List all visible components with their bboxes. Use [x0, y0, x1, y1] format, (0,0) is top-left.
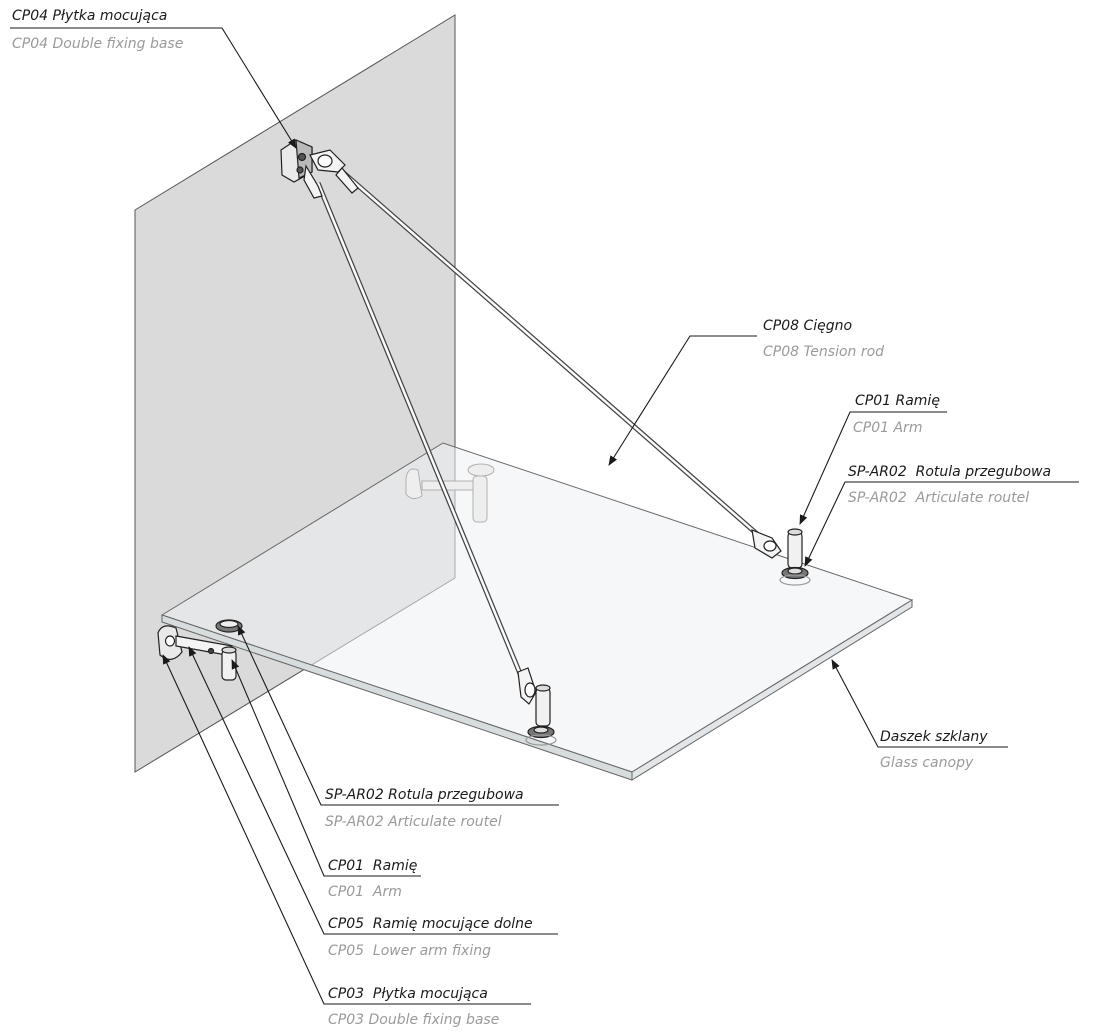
right-end-fitting [751, 528, 811, 586]
lower-left-fixing [157, 619, 243, 681]
label-cp04: CP04 Płytka mocująca [12, 8, 168, 24]
label-cp04-en: CP04 Double fixing base [12, 36, 184, 52]
top-fixing-base [280, 139, 359, 199]
label-spar02-left-en: SP-AR02 Articulate routel [325, 814, 502, 830]
middle-end-fitting [517, 667, 557, 746]
label-spar02-right-en: SP-AR02 Articulate routel [848, 490, 1030, 506]
glass-canopy [160, 442, 914, 781]
label-cp08-en: CP08 Tension rod [763, 344, 885, 360]
leader-cp01-left [231, 659, 421, 877]
leader-cp04 [10, 27, 297, 149]
rear-fixing-ghost [405, 463, 495, 523]
label-cp08: CP08 Cięgno [763, 318, 853, 334]
label-cp05-en: CP05 Lower arm fixing [328, 943, 491, 959]
tension-rods [315, 166, 774, 694]
label-spar02-right: SP-AR02 Rotula przegubowa [848, 464, 1052, 480]
label-cp05: CP05 Ramię mocujące dolne [328, 916, 533, 932]
label-cp03-en: CP03 Double fixing base [328, 1012, 500, 1028]
label-cp01-left-en: CP01 Arm [328, 884, 402, 900]
leader-spar02-right [804, 481, 1079, 567]
label-canopy: Daszek szklany [880, 729, 988, 745]
label-cp03: CP03 Płytka mocująca [328, 986, 488, 1002]
label-canopy-en: Glass canopy [880, 755, 974, 771]
leader-canopy [831, 659, 1008, 748]
label-cp01-left: CP01 Ramię [328, 858, 418, 874]
leader-spar02-left [237, 625, 559, 806]
leader-cp08 [608, 335, 757, 466]
label-cp01-right: CP01 Ramię [855, 393, 940, 409]
leader-cp05 [188, 646, 558, 935]
leader-cp03 [162, 654, 531, 1005]
leader-cp01-right [799, 411, 947, 525]
label-cp01-right-en: CP01 Arm [853, 420, 923, 436]
label-spar02-left: SP-AR02 Rotula przegubowa [325, 787, 524, 803]
leader-lines [10, 27, 1079, 1005]
